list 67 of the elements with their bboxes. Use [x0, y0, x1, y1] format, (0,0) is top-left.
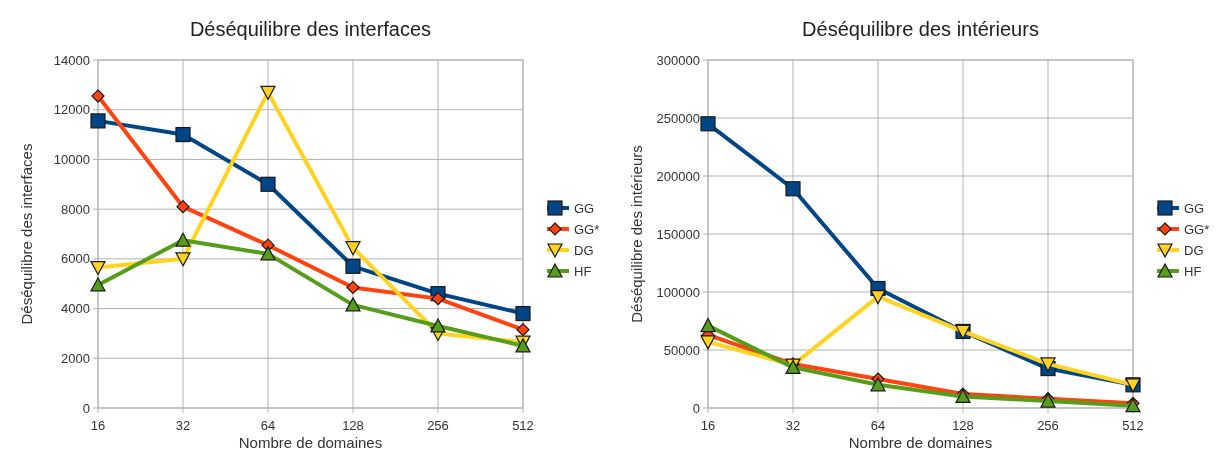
- y-tick-label: 10000: [53, 151, 90, 167]
- x-tick-label: 64: [260, 418, 276, 433]
- legend-label: GG*: [574, 221, 600, 237]
- point: [870, 377, 886, 392]
- point: [870, 290, 886, 305]
- y-tick-label: 2000: [61, 350, 90, 366]
- point: [176, 200, 190, 214]
- point: [1040, 357, 1056, 372]
- point: [90, 260, 106, 276]
- y-tick-label: 150000: [656, 226, 700, 242]
- y-axis-title: Déséquilibre des intérieurs: [628, 145, 645, 323]
- point: [345, 297, 361, 312]
- point: [431, 292, 445, 306]
- x-tick-label: 256: [1037, 418, 1059, 433]
- x-tick-label: 512: [512, 418, 534, 433]
- point: [260, 85, 276, 100]
- point: [430, 318, 446, 333]
- y-tick-label: 14000: [53, 52, 90, 68]
- point: [345, 258, 361, 274]
- point: [175, 252, 191, 267]
- x-tick-label: 16: [90, 418, 106, 433]
- x-axis-title: Nombre de domaines: [238, 434, 383, 451]
- y-tick-label: 300000: [656, 52, 700, 68]
- y-tick-label: 12000: [53, 102, 90, 118]
- y-tick-label: 8000: [61, 201, 90, 217]
- point: [90, 277, 106, 292]
- point: [260, 176, 276, 192]
- y-tick-label: 50000: [663, 342, 700, 358]
- x-tick-label: 512: [1122, 418, 1144, 433]
- point: [516, 323, 530, 337]
- point: [700, 318, 716, 333]
- y-tick-label: 200000: [656, 168, 700, 184]
- x-tick-label: 32: [175, 418, 191, 433]
- chart-title: Déséquilibre des interfaces: [189, 18, 432, 40]
- legend-label: HF: [574, 263, 592, 279]
- point: [785, 181, 801, 197]
- point: [700, 335, 716, 350]
- point: [346, 280, 360, 295]
- x-axis-title: Nombre de domaines: [848, 434, 993, 451]
- legend-label: GG*: [1184, 221, 1210, 237]
- x-tick-label: 64: [870, 418, 886, 433]
- x-tick-label: 128: [342, 418, 364, 433]
- point: [260, 246, 276, 261]
- point: [175, 232, 191, 247]
- chart-title: Déséquilibre des intérieurs: [802, 18, 1039, 40]
- legend-label: DG: [1184, 242, 1204, 258]
- point: [175, 126, 191, 143]
- point: [700, 116, 716, 132]
- point: [90, 113, 106, 129]
- x-tick-label: 256: [427, 418, 449, 433]
- legend-label: DG: [574, 242, 594, 258]
- y-tick-label: 100000: [656, 284, 700, 300]
- x-tick-label: 128: [952, 418, 974, 433]
- y-tick-label: 250000: [656, 110, 700, 126]
- legend-label: GG: [574, 200, 595, 216]
- legend-label: GG: [1184, 200, 1205, 216]
- y-tick-label: 0: [692, 400, 700, 416]
- y-tick-label: 6000: [61, 251, 90, 267]
- point: [515, 305, 531, 322]
- point: [91, 89, 105, 103]
- y-axis-title: Déséquilibre des interfaces: [18, 143, 35, 325]
- y-tick-label: 0: [82, 400, 90, 416]
- x-tick-label: 16: [700, 418, 716, 433]
- legend-label: HF: [1184, 263, 1202, 279]
- point: [345, 241, 361, 256]
- x-tick-label: 32: [785, 418, 801, 433]
- y-tick-label: 4000: [61, 301, 90, 317]
